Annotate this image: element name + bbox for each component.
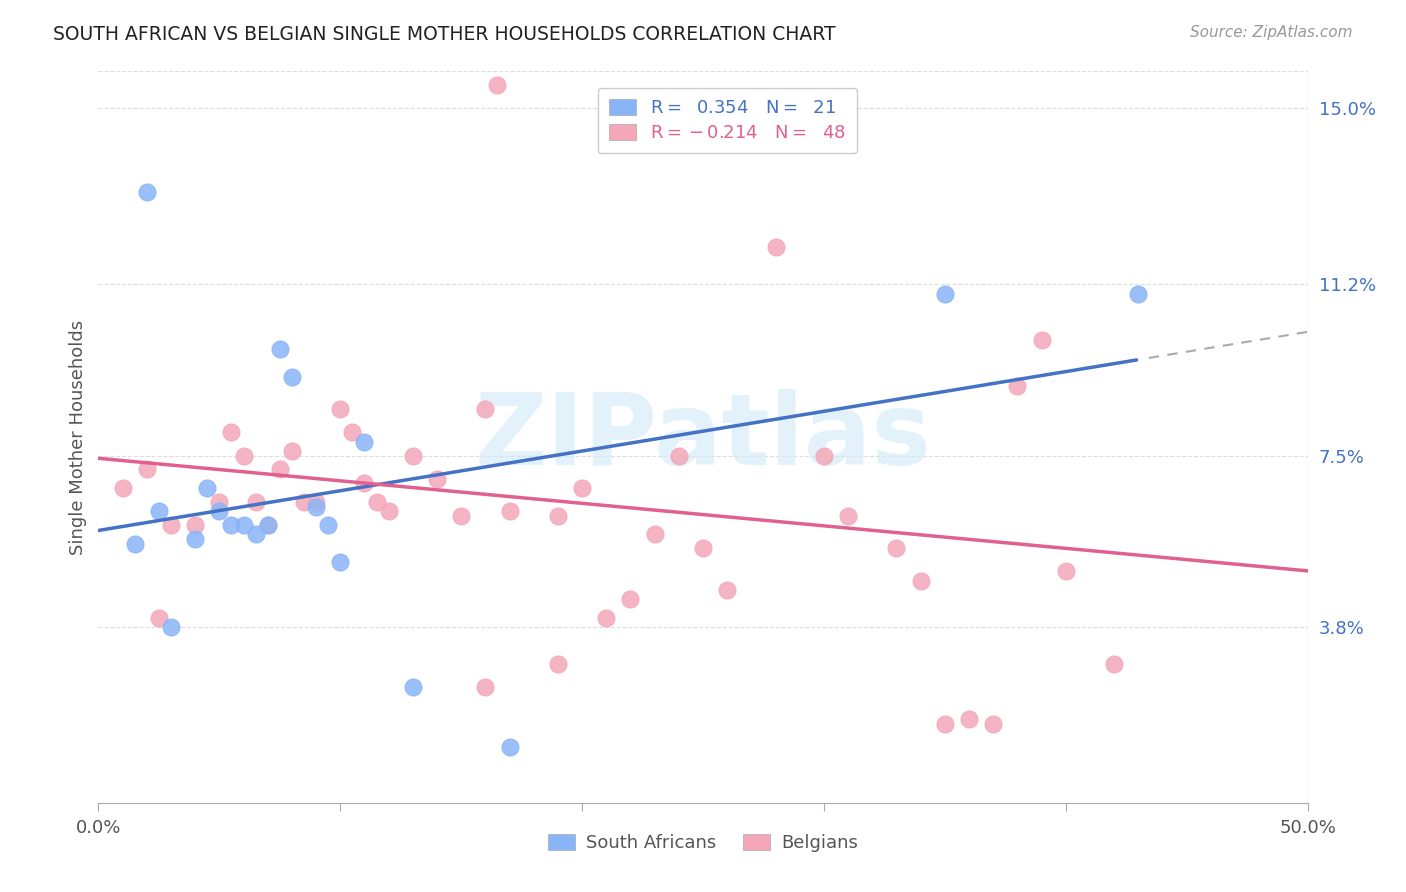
Point bbox=[934, 286, 956, 301]
Point bbox=[377, 504, 399, 518]
Point bbox=[111, 481, 134, 495]
Point bbox=[1031, 333, 1053, 347]
Point bbox=[316, 518, 339, 533]
Point bbox=[366, 495, 388, 509]
Point bbox=[1102, 657, 1125, 671]
Point bbox=[571, 481, 593, 495]
Point bbox=[957, 713, 980, 727]
Point bbox=[208, 504, 231, 518]
Point bbox=[910, 574, 932, 588]
Point bbox=[256, 518, 278, 533]
Point bbox=[232, 449, 254, 463]
Point bbox=[765, 240, 787, 254]
Point bbox=[160, 620, 183, 634]
Point bbox=[148, 610, 170, 624]
Point bbox=[135, 185, 157, 199]
Point bbox=[184, 518, 207, 533]
Point bbox=[595, 610, 617, 624]
Point bbox=[692, 541, 714, 556]
Point bbox=[292, 495, 315, 509]
Point bbox=[474, 680, 496, 694]
Point bbox=[813, 449, 835, 463]
Point bbox=[195, 481, 218, 495]
Point bbox=[450, 508, 472, 523]
Point bbox=[426, 472, 449, 486]
Point bbox=[474, 402, 496, 417]
Point bbox=[668, 449, 690, 463]
Point bbox=[402, 680, 425, 694]
Text: SOUTH AFRICAN VS BELGIAN SINGLE MOTHER HOUSEHOLDS CORRELATION CHART: SOUTH AFRICAN VS BELGIAN SINGLE MOTHER H… bbox=[53, 25, 837, 44]
Point bbox=[619, 592, 641, 607]
Point bbox=[1128, 286, 1150, 301]
Point bbox=[124, 536, 146, 550]
Point bbox=[208, 495, 231, 509]
Text: ZIPatlas: ZIPatlas bbox=[475, 389, 931, 485]
Point bbox=[245, 527, 267, 541]
Point bbox=[547, 508, 569, 523]
Point bbox=[329, 402, 352, 417]
Point bbox=[486, 78, 509, 93]
Text: Source: ZipAtlas.com: Source: ZipAtlas.com bbox=[1189, 25, 1353, 40]
Point bbox=[644, 527, 666, 541]
Point bbox=[981, 717, 1004, 731]
Point bbox=[135, 462, 157, 476]
Point bbox=[402, 449, 425, 463]
Point bbox=[353, 434, 375, 449]
Point bbox=[1054, 565, 1077, 579]
Point bbox=[523, 32, 546, 46]
Point bbox=[547, 657, 569, 671]
Point bbox=[269, 342, 291, 356]
Point bbox=[269, 462, 291, 476]
Point bbox=[353, 476, 375, 491]
Point bbox=[281, 370, 304, 384]
Point bbox=[221, 518, 243, 533]
Legend: South Africans, Belgians: South Africans, Belgians bbox=[541, 827, 865, 860]
Point bbox=[148, 504, 170, 518]
Point bbox=[837, 508, 859, 523]
Point bbox=[342, 425, 364, 440]
Point bbox=[305, 500, 328, 514]
Point bbox=[245, 495, 267, 509]
Point bbox=[221, 425, 243, 440]
Y-axis label: Single Mother Households: Single Mother Households bbox=[69, 319, 87, 555]
Point bbox=[1007, 379, 1029, 393]
Point bbox=[934, 717, 956, 731]
Point bbox=[498, 504, 520, 518]
Point bbox=[281, 444, 304, 458]
Point bbox=[498, 740, 520, 755]
Point bbox=[160, 518, 183, 533]
Point bbox=[329, 555, 352, 569]
Point bbox=[256, 518, 278, 533]
Point bbox=[305, 495, 328, 509]
Point bbox=[232, 518, 254, 533]
Point bbox=[886, 541, 908, 556]
Point bbox=[184, 532, 207, 546]
Point bbox=[716, 582, 738, 597]
